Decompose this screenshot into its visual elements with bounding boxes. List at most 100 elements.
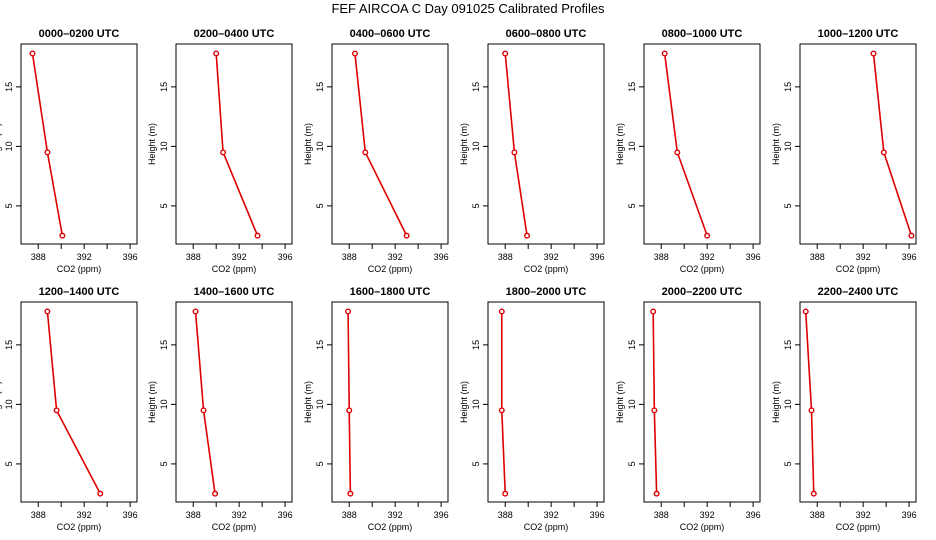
x-axis-title: CO2 (ppm): [368, 264, 413, 274]
y-axis-title: Height (m): [147, 123, 157, 165]
y-axis-title: Height (m): [0, 123, 2, 165]
panel-title: 2200–2400 UTC: [818, 286, 899, 298]
y-axis-title: Height (m): [771, 123, 781, 165]
panel-6: 1000–1200 UTC 388 392 396 5 10 15 CO2 (ppm) Heig…: [771, 28, 917, 274]
x-axis-title: CO2 (ppm): [836, 264, 881, 274]
panel-2: 0200–0400 UTC 388 392 396 5 10 15 CO2 (ppm) Heig…: [147, 28, 293, 274]
x-tick-label: 396: [902, 510, 917, 520]
y-tick-label: 5: [627, 461, 637, 466]
plot-frame: [643, 43, 761, 245]
data-point: [29, 50, 36, 57]
y-tick-label: 5: [315, 461, 325, 466]
y-tick-label: 5: [783, 461, 793, 466]
x-tick-label: 396: [278, 510, 293, 520]
y-axis-title: Height (m): [303, 381, 313, 423]
y-axis-title: Height (m): [771, 381, 781, 423]
x-tick-label: 392: [544, 510, 559, 520]
y-tick-label: 10: [315, 399, 325, 409]
x-axis-title: CO2 (ppm): [57, 522, 102, 532]
profile-line: [215, 53, 259, 236]
y-axis-title: Height (m): [303, 123, 313, 165]
y-tick-label: 15: [627, 82, 637, 92]
y-tick-label: 15: [159, 82, 169, 92]
data-point: [403, 232, 410, 239]
x-tick-label: 388: [31, 252, 46, 262]
y-axis-title: Height (m): [459, 123, 469, 165]
profile-line: [46, 311, 101, 495]
data-point: [810, 490, 817, 497]
y-tick-label: 5: [471, 203, 481, 208]
data-point: [524, 232, 531, 239]
data-point: [651, 407, 658, 414]
x-axis-title: CO2 (ppm): [212, 264, 257, 274]
data-point: [808, 407, 815, 414]
x-tick-label: 392: [856, 510, 871, 520]
panel-11: 2000–2200 UTC 388 392 396 5 10 15 CO2 (ppm) Heig…: [615, 286, 761, 532]
panel-title: 0200–0400 UTC: [194, 28, 275, 40]
y-tick-label: 5: [627, 203, 637, 208]
data-point: [511, 149, 518, 156]
y-tick-label: 5: [4, 461, 14, 466]
x-tick-label: 396: [123, 510, 138, 520]
panel-title: 1000–1200 UTC: [818, 28, 899, 40]
profile-line: [872, 53, 913, 236]
data-point: [345, 308, 352, 315]
x-tick-label: 392: [388, 252, 403, 262]
x-axis-title: CO2 (ppm): [524, 264, 569, 274]
data-point: [97, 490, 104, 497]
profile-line: [652, 311, 658, 494]
y-tick-label: 15: [471, 340, 481, 350]
y-tick-label: 15: [4, 82, 14, 92]
x-tick-label: 388: [342, 510, 357, 520]
y-tick-label: 10: [783, 141, 793, 151]
panel-title: 1200–1400 UTC: [39, 286, 120, 298]
y-tick-label: 10: [315, 141, 325, 151]
plot-frame: [331, 43, 449, 245]
data-point: [59, 232, 66, 239]
data-point: [44, 149, 51, 156]
data-point: [53, 407, 60, 414]
profile-line: [347, 311, 352, 494]
panel-title: 2000–2200 UTC: [662, 286, 743, 298]
plot-frame: [799, 43, 917, 245]
panel-9: 1600–1800 UTC 388 392 396 5 10 15 CO2 (ppm) Heig…: [303, 286, 449, 532]
x-tick-label: 392: [700, 252, 715, 262]
panel-7: 1200–1400 UTC 388 392 396 5 10 15 CO2 (ppm) Heig…: [0, 286, 138, 532]
y-axis-title: Height (m): [615, 123, 625, 165]
x-tick-label: 388: [186, 252, 201, 262]
data-point: [802, 308, 809, 315]
x-tick-label: 392: [388, 510, 403, 520]
x-tick-label: 388: [654, 510, 669, 520]
data-point: [502, 490, 509, 497]
x-tick-label: 388: [498, 510, 513, 520]
y-tick-label: 10: [4, 399, 14, 409]
data-point: [362, 149, 369, 156]
panel-5: 0800–1000 UTC 388 392 396 5 10 15 CO2 (ppm) Heig…: [615, 28, 761, 274]
panel-title: 1800–2000 UTC: [506, 286, 587, 298]
x-axis-title: CO2 (ppm): [524, 522, 569, 532]
x-tick-label: 388: [31, 510, 46, 520]
data-point: [704, 232, 711, 239]
x-tick-label: 396: [590, 510, 605, 520]
data-point: [213, 50, 220, 57]
profile-line: [31, 53, 64, 236]
x-tick-label: 392: [232, 510, 247, 520]
y-tick-label: 15: [627, 340, 637, 350]
y-tick-label: 15: [315, 340, 325, 350]
x-axis-title: CO2 (ppm): [836, 522, 881, 532]
data-point: [200, 407, 207, 414]
y-tick-label: 10: [627, 141, 637, 151]
y-axis-title: Height (m): [147, 381, 157, 423]
plot-frame: [643, 301, 761, 503]
x-tick-label: 392: [856, 252, 871, 262]
x-tick-label: 388: [186, 510, 201, 520]
data-point: [346, 407, 353, 414]
data-point: [44, 308, 51, 315]
plot-frame: [331, 301, 449, 503]
y-tick-label: 10: [627, 399, 637, 409]
y-axis-title: Height (m): [615, 381, 625, 423]
x-tick-label: 392: [77, 510, 92, 520]
y-tick-label: 10: [471, 399, 481, 409]
y-tick-label: 10: [159, 399, 169, 409]
